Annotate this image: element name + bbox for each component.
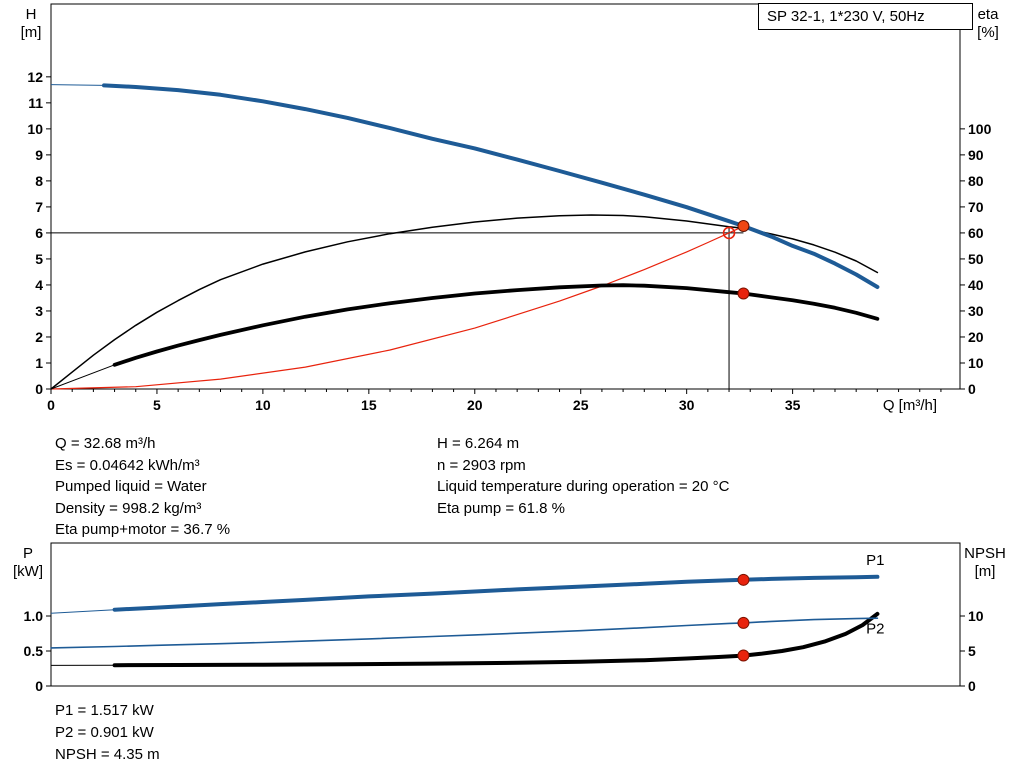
axis-unit-label: [m] [975,563,996,580]
x-axis-label: Q [m³/h] [883,397,937,414]
eta-pump-motor-curve-leader [50,364,115,390]
x-tick-label: 0 [47,397,55,413]
curve-label: P1 [866,552,884,569]
p2-curve [50,617,879,649]
requested-duty-point[interactable] [722,226,736,240]
pump-head-curve-leader [50,84,105,86]
y-tick-label: 10 [968,608,984,624]
duty-point-p1[interactable] [737,573,750,586]
duty-info-left: Q = 32.68 m³/h Es = 0.04642 kWh/m³ Pumpe… [55,433,230,541]
y-tick-label: 0 [968,381,976,397]
x-tick-label: 35 [785,397,801,413]
head-text: H = 6.264 m [437,435,520,452]
y-tick-label: 0 [35,678,43,694]
y-tick-label: 1 [35,355,43,371]
actual-duty-point[interactable] [737,220,750,233]
system-head-curve [50,225,745,390]
y-tick-label: 100 [968,121,992,137]
y-tick-label: 90 [968,147,984,163]
y-tick-label: 10 [968,355,984,371]
y-tick-label: 0 [968,678,976,694]
pump-head-curve [102,83,880,289]
axis-unit-label: [m] [21,24,42,41]
power-npsh-chart: 0 0.5 1.0 P[kW] 0 5 10 NPSH[m] P1 P2 [13,542,1006,694]
y-tick-label: 5 [968,643,976,659]
axis-unit-label: P [23,545,33,562]
y-tick-label: 40 [968,277,984,293]
y-tick-label: 2 [35,329,43,345]
y-tick-label: 6 [35,225,43,241]
power-info: P1 = 1.517 kW P2 = 0.901 kW NPSH = 4.35 … [55,700,160,766]
y-tick-label: 0 [35,381,43,397]
eta-pump-text: Eta pump = 61.8 % [437,499,565,517]
axes: 0 5 10 15 20 25 30 350123456789101112H[m]010203… [21,6,1000,414]
y-tick-label: 0.5 [24,643,44,659]
plot-border [50,3,961,390]
x-tick-label: 25 [573,397,589,413]
y-tick-label: 80 [968,173,984,189]
y-tick-label: 1.0 [24,608,44,624]
axes: 0 0.5 1.0 P[kW] 0 5 10 NPSH[m] [13,545,1006,694]
p1-curve [112,574,880,612]
y-tick-label: 70 [968,199,984,215]
y-tick-label: 20 [968,329,984,345]
hq-eta-chart: 0 5 10 15 20 25 30 350123456789101112H[m]010203… [21,3,1000,414]
npsh-text: NPSH = 4.35 m [55,746,160,763]
y-tick-label: 5 [35,251,43,267]
y-tick-label: 50 [968,251,984,267]
y-tick-label: 10 [27,121,43,137]
y-tick-label: 7 [35,199,43,215]
x-tick-label: 15 [361,397,377,413]
y-tick-label: 60 [968,225,984,241]
p1-text: P1 = 1.517 kW [55,702,154,719]
axis-unit-label: [%] [977,24,999,41]
y-tick-label: 11 [28,95,43,111]
axis-unit-label: eta [978,6,1000,23]
axis-unit-label: H [26,6,37,23]
duty-info-right: H = 6.264 m n = 2903 rpm Liquid temperat… [437,433,729,519]
npsh-curve [112,611,880,668]
y-tick-label: 12 [27,69,43,85]
duty-point-p2[interactable] [737,616,750,629]
axis-unit-label: [kW] [13,563,43,580]
x-tick-label: 20 [467,397,483,413]
plot-border [50,542,961,687]
x-tick-label: 5 [153,397,161,413]
y-tick-label: 3 [35,303,43,319]
p1-curve-leader [50,609,115,614]
x-tick-label: 10 [255,397,271,413]
y-tick-label: 8 [35,173,43,189]
y-tick-label: 9 [35,147,43,163]
speed-text: n = 2903 rpm [437,456,526,474]
curve-label: P2 [866,621,884,638]
eta-pump-curve [50,214,879,390]
axis-unit-label: NPSH [964,545,1006,562]
duty-point-npsh[interactable] [737,649,750,662]
pumped-liquid-text: Pumped liquid = Water [55,478,207,495]
eta-pump-motor-curve [112,283,880,367]
specific-energy-text: Es = 0.04642 kWh/m³ [55,456,200,474]
density-text: Density = 998.2 kg/m³ [55,499,202,517]
p2-text: P2 = 0.901 kW [55,724,154,741]
pump-model-label: SP 32-1, 1*230 V, 50Hz [758,3,973,30]
x-tick-label: 30 [679,397,695,413]
y-tick-label: 4 [35,277,43,293]
liquid-temperature-text: Liquid temperature during operation = 20… [437,478,730,495]
flow-rate-text: Q = 32.68 m³/h [55,435,156,452]
eta-total-text: Eta pump+motor = 36.7 % [55,521,231,538]
y-tick-label: 30 [968,303,984,319]
eta-motor-duty-point[interactable] [737,287,750,300]
